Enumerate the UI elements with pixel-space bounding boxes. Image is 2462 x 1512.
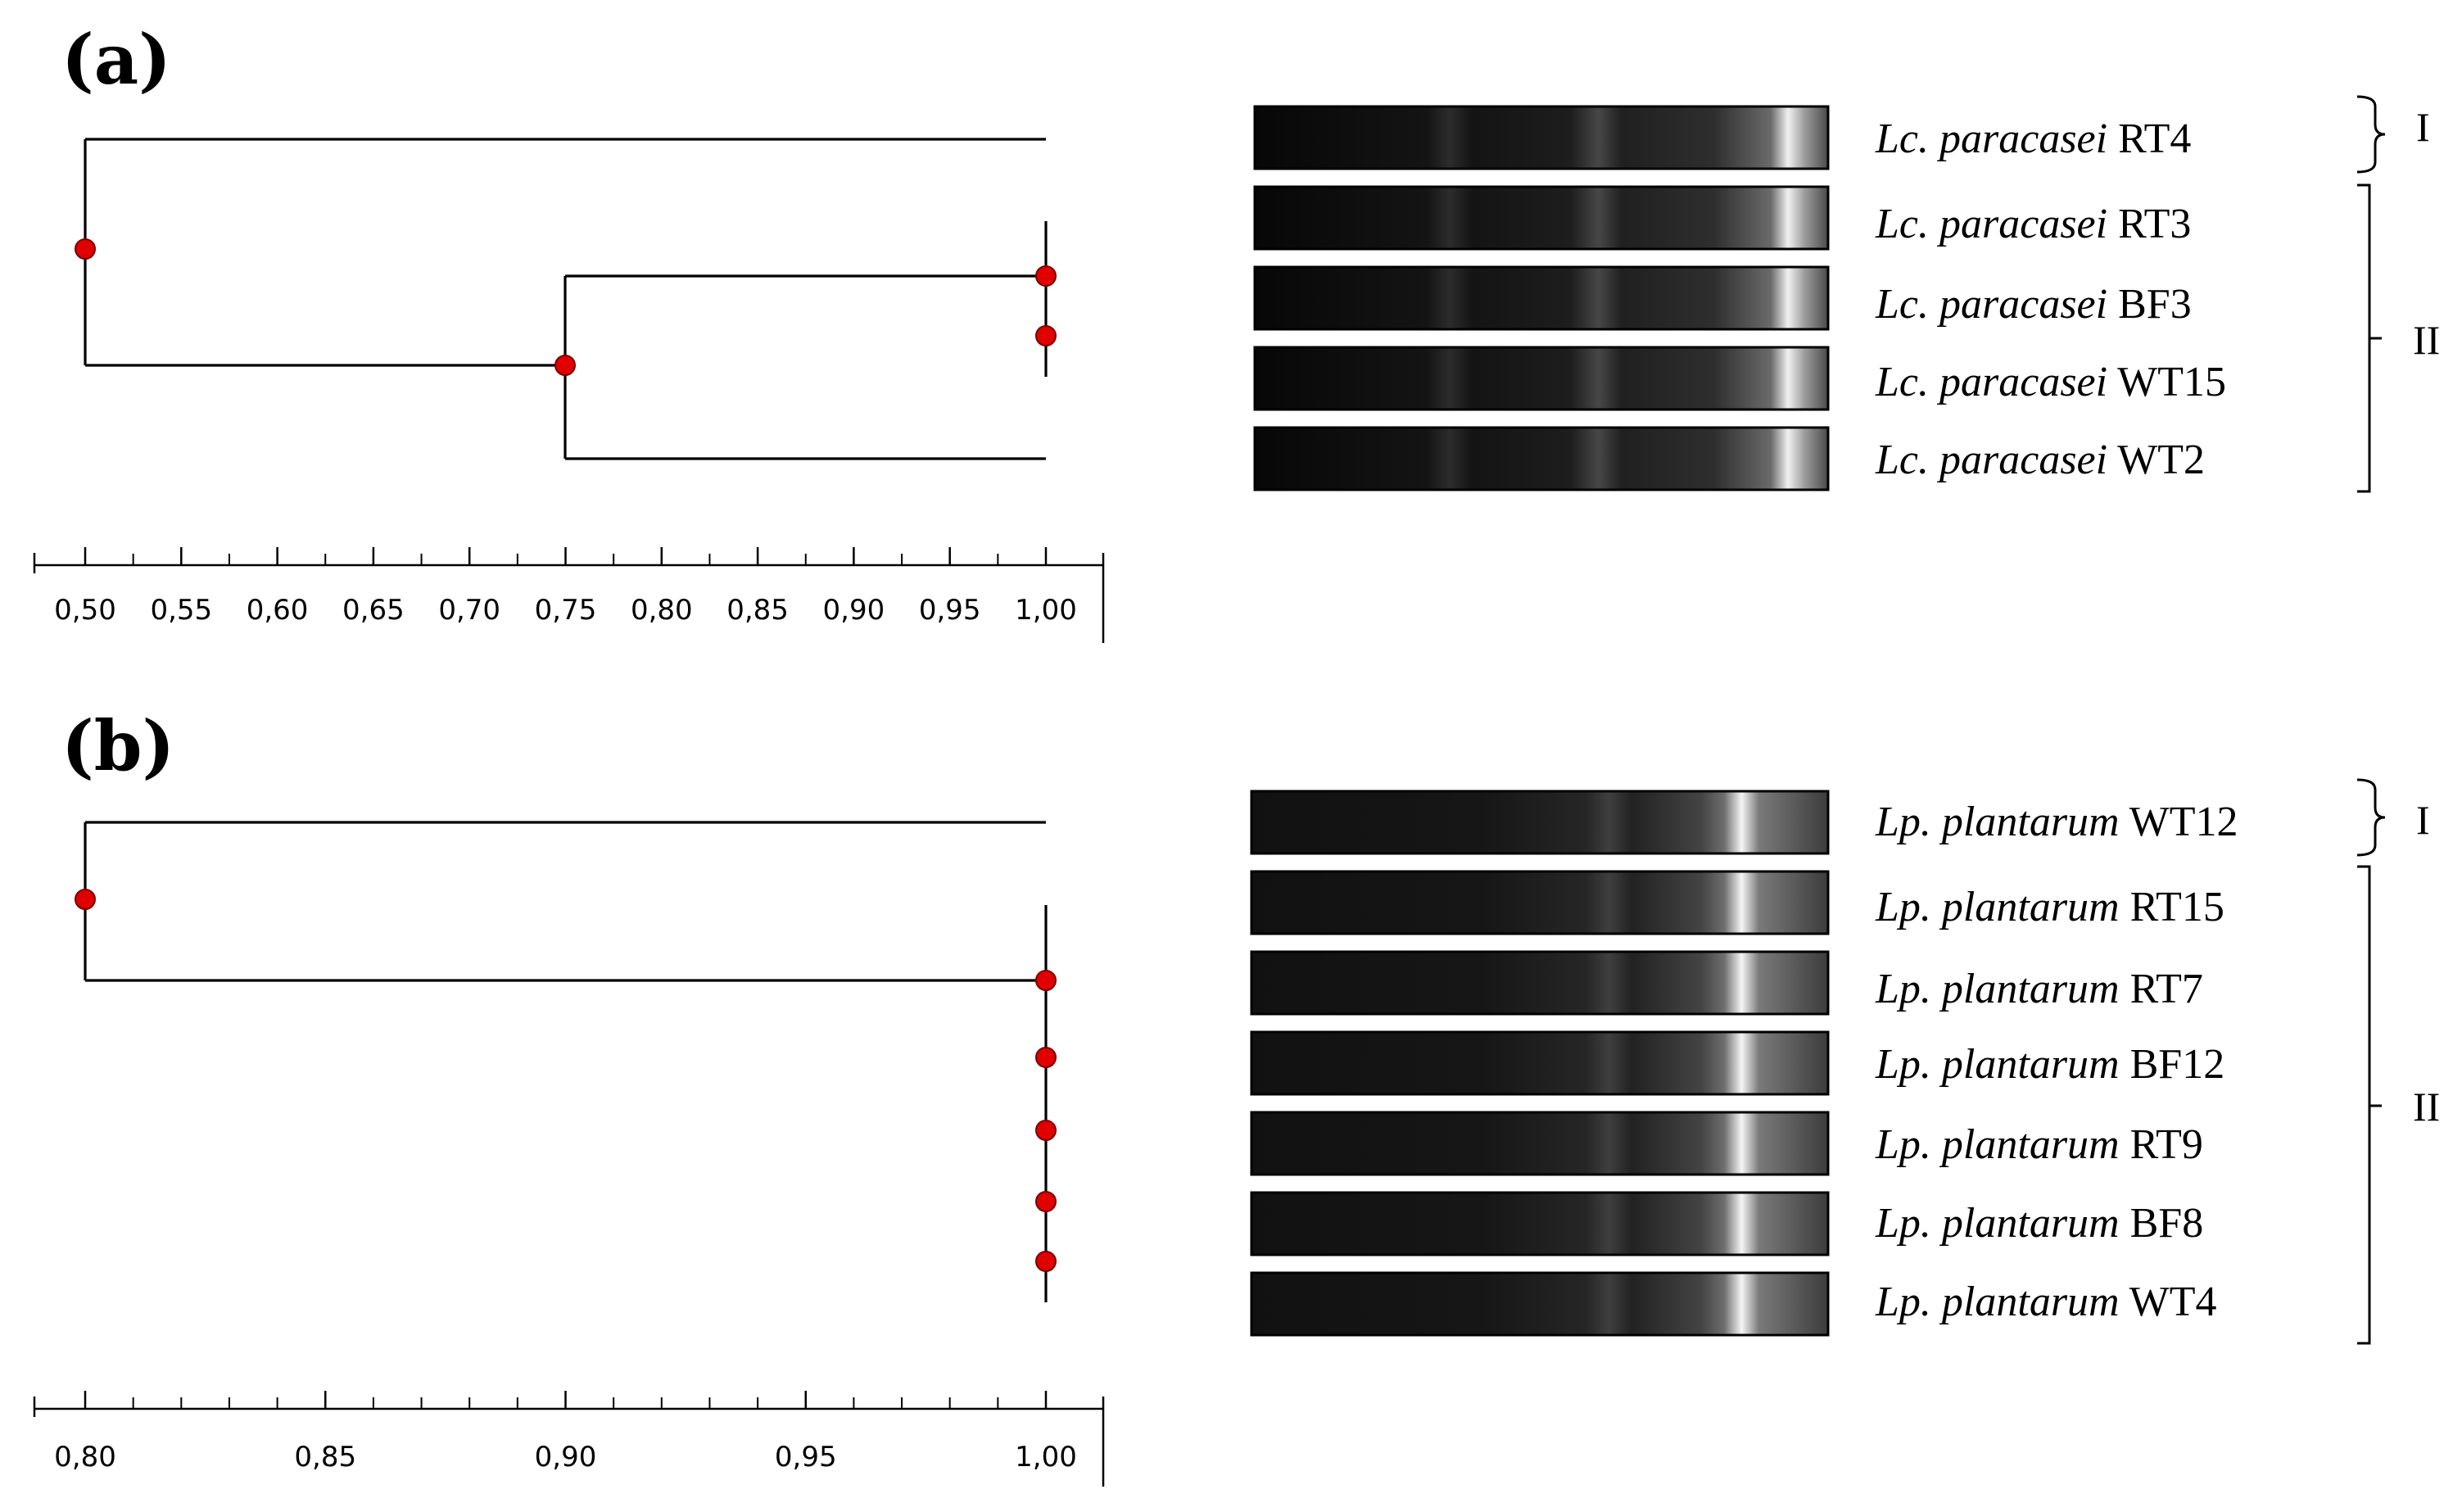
gel-lane (1253, 105, 1830, 170)
strain-label: Lp. plantarum BF8 (1875, 1200, 2203, 1247)
dendrogram-node (554, 355, 576, 376)
axis-tick-label: 1,00 (1015, 1441, 1077, 1474)
axis-tick-label: 0,90 (823, 594, 885, 627)
dendrogram-node (75, 889, 96, 910)
dendrogram-node (1035, 325, 1057, 346)
dendrogram-node (1035, 970, 1057, 991)
axis-b-tick-labels: 0,80 0,85 0,90 0,95 1,00 (54, 1441, 1077, 1474)
axis-tick-label: 0,80 (54, 1441, 116, 1474)
strain-labels-b: Lp. plantarum WT12 Lp. plantarum RT15 Lp… (1875, 799, 2238, 1325)
axis-tick-label: 0,95 (775, 1441, 837, 1474)
gel-lane (1250, 1191, 1830, 1256)
cluster-label: I (2416, 104, 2430, 150)
gel-lane (1253, 426, 1830, 491)
axis-tick-label: 0,95 (919, 594, 981, 627)
gel-lane (1253, 185, 1830, 251)
axis-tick-label: 0,80 (631, 594, 693, 627)
strain-label: Lp. plantarum RT9 (1875, 1121, 2203, 1168)
gel-lane (1250, 1271, 1830, 1337)
gel-lane (1250, 950, 1830, 1016)
cluster-label: II (2413, 1084, 2440, 1129)
dendrogram-node (1035, 1047, 1057, 1068)
panel-b-label: (b) (61, 705, 174, 786)
cluster-label: I (2416, 797, 2430, 843)
axis-tick-label: 0,85 (726, 594, 789, 627)
axis-tick-label: 0,90 (535, 1441, 597, 1474)
strain-label: Lp. plantarum WT12 (1875, 799, 2238, 845)
strain-label: Lp. plantarum RT7 (1875, 966, 2203, 1012)
gel-lane (1250, 790, 1830, 855)
strain-label: Lc. paracasei RT4 (1875, 115, 2191, 162)
strain-label: Lp. plantarum RT15 (1875, 884, 2224, 930)
dendrogram-a-nodes (75, 238, 1057, 376)
cluster-bracket-I (2356, 778, 2386, 857)
axis-tick-label: 0,75 (535, 594, 597, 627)
dendrogram-node (1035, 1120, 1057, 1141)
gel-lane (1253, 346, 1830, 411)
cluster-bracket-I (2356, 95, 2386, 174)
strain-label: Lc. paracasei RT3 (1875, 201, 2191, 247)
dendrogram-b (84, 821, 1048, 1302)
strain-label: Lc. paracasei WT2 (1875, 437, 2205, 483)
dendrogram-a (84, 138, 1048, 460)
axis-a-tick-labels: 0,50 0,55 0,60 0,65 0,70 0,75 0,80 0,85 0,90 0,95… (54, 594, 1077, 627)
cluster-brackets-a (2356, 95, 2386, 493)
dendrogram-node (1035, 1191, 1057, 1212)
axis-a: 0,50 0,55 0,60 0,65 0,70 0,75 0,80 0,85 0,90 0,95… (33, 547, 1105, 643)
gel-lane (1253, 265, 1830, 331)
strain-label: Lc. paracasei BF3 (1875, 281, 2192, 328)
gel-lane (1250, 1030, 1830, 1096)
cluster-bracket-II (2357, 865, 2382, 1345)
cluster-bracket-II (2357, 183, 2382, 493)
axis-b: 0,80 0,85 0,90 0,95 1,00 (33, 1391, 1105, 1487)
dendrogram-node (1035, 1251, 1057, 1272)
strain-labels-a: Lc. paracasei RT4 Lc. paracasei RT3 Lc. … (1875, 115, 2226, 483)
dendrogram-node (1035, 265, 1057, 287)
cluster-label: II (2413, 317, 2440, 363)
gel-lanes-b (1250, 790, 1830, 1337)
panel-a: (a) 0,50 0,55 0,60 0,65 0,70 0,75 0,80 0,85 0,90… (33, 19, 2440, 643)
cluster-brackets-b (2356, 778, 2386, 1345)
axis-tick-label: 0,65 (342, 594, 405, 627)
axis-tick-label: 0,85 (294, 1441, 356, 1474)
dendrogram-node (75, 238, 96, 260)
strain-label: Lc. paracasei WT15 (1875, 359, 2226, 405)
panel-b: (b) 0,80 0,85 0,90 0,95 1,00 (33, 705, 2440, 1487)
axis-tick-label: 1,00 (1015, 594, 1077, 627)
axis-a-ticks (84, 547, 1048, 565)
axis-tick-label: 0,60 (247, 594, 309, 627)
axis-tick-label: 0,55 (150, 594, 212, 627)
axis-tick-label: 0,50 (54, 594, 116, 627)
gel-lane (1250, 870, 1830, 935)
gel-lane (1250, 1111, 1830, 1176)
gel-lanes-a (1253, 105, 1830, 491)
dendrogram-b-nodes (75, 889, 1057, 1272)
panel-a-label: (a) (61, 19, 171, 100)
strain-label: Lp. plantarum WT4 (1875, 1279, 2217, 1325)
strain-label: Lp. plantarum BF12 (1875, 1041, 2224, 1088)
axis-tick-label: 0,70 (438, 594, 500, 627)
axis-b-ticks (84, 1391, 1048, 1409)
